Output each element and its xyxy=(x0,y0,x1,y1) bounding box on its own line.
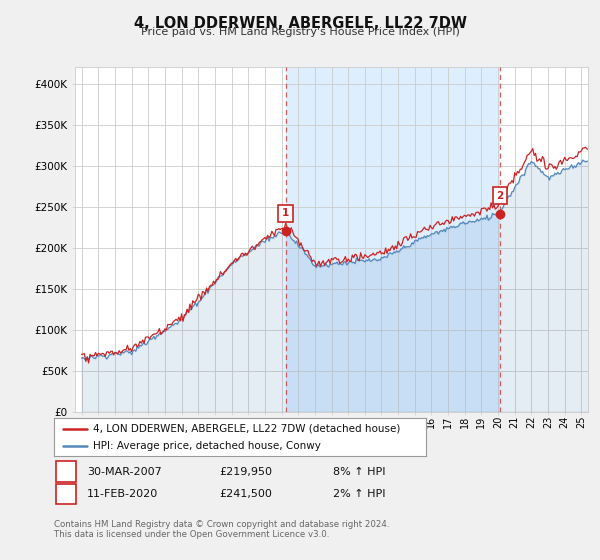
Text: 2: 2 xyxy=(62,489,70,499)
Text: £219,950: £219,950 xyxy=(219,466,272,477)
Text: Price paid vs. HM Land Registry's House Price Index (HPI): Price paid vs. HM Land Registry's House … xyxy=(140,27,460,37)
Text: 4, LON DDERWEN, ABERGELE, LL22 7DW (detached house): 4, LON DDERWEN, ABERGELE, LL22 7DW (deta… xyxy=(93,423,400,433)
Text: 1: 1 xyxy=(282,208,289,218)
Text: 4, LON DDERWEN, ABERGELE, LL22 7DW: 4, LON DDERWEN, ABERGELE, LL22 7DW xyxy=(133,16,467,31)
Text: 2: 2 xyxy=(496,190,503,200)
Text: 1: 1 xyxy=(62,466,70,477)
Text: 30-MAR-2007: 30-MAR-2007 xyxy=(87,466,162,477)
Text: HPI: Average price, detached house, Conwy: HPI: Average price, detached house, Conw… xyxy=(93,441,321,451)
Text: £241,500: £241,500 xyxy=(219,489,272,499)
Text: 2% ↑ HPI: 2% ↑ HPI xyxy=(333,489,386,499)
Text: Contains HM Land Registry data © Crown copyright and database right 2024.
This d: Contains HM Land Registry data © Crown c… xyxy=(54,520,389,539)
Bar xyxy=(286,67,500,412)
Text: 11-FEB-2020: 11-FEB-2020 xyxy=(87,489,158,499)
Text: 8% ↑ HPI: 8% ↑ HPI xyxy=(333,466,386,477)
